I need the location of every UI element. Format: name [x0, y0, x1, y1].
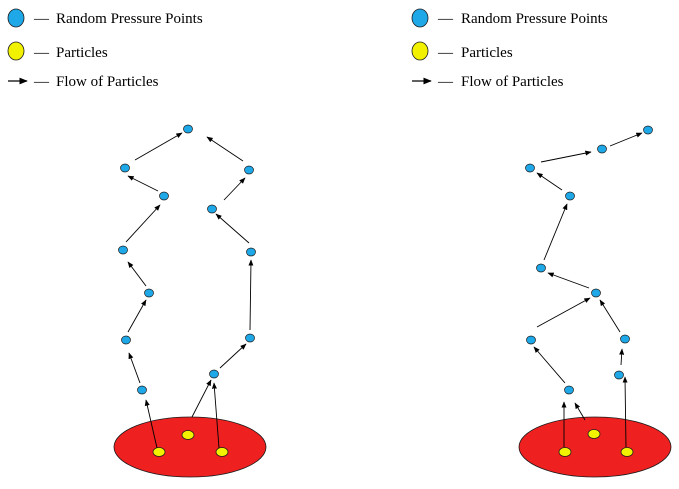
flow-arrow: [248, 259, 254, 331]
particles: [558, 429, 634, 457]
legend-label: Flow of Particles: [461, 74, 564, 90]
flow-arrow: [134, 132, 183, 161]
flow-arrow: [206, 136, 244, 162]
particle-source: [113, 416, 267, 478]
flow-arrow: [219, 343, 247, 369]
legend-dash: —: [33, 74, 50, 90]
legend-item-particles: — Particles: [7, 41, 108, 61]
pressure-point: [209, 369, 219, 379]
particle: [215, 447, 229, 457]
particle: [181, 430, 195, 440]
legend-item-flow: — Flow of Particles: [8, 74, 159, 90]
flow-arrow: [127, 175, 159, 192]
particle-source: [518, 416, 672, 478]
flow-arrow: [622, 376, 628, 448]
legend-item-pressure-points: — Random Pressure Points: [7, 8, 203, 28]
blue-circle-icon: [411, 8, 429, 28]
flow-arrow: [536, 172, 563, 191]
flow-arrow: [125, 204, 161, 243]
pressure-point: [525, 163, 535, 173]
pressure-point: [526, 335, 536, 345]
legend-label: Random Pressure Points: [56, 11, 203, 27]
flow-arrow: [128, 352, 141, 384]
pressure-points: [118, 124, 256, 395]
pressure-point: [565, 191, 575, 201]
legend-label: Random Pressure Points: [461, 11, 608, 27]
pressure-point: [118, 245, 128, 255]
legend-dash: —: [33, 11, 50, 27]
flow-arrow: [540, 150, 592, 163]
diagram-right: [518, 125, 672, 478]
flow-arrow: [191, 379, 212, 418]
flow-arrow: [599, 299, 621, 333]
pressure-point: [564, 385, 574, 395]
pressure-point: [207, 204, 217, 214]
flow-arrow: [619, 348, 625, 366]
legend-item-flow: — Flow of Particles: [412, 74, 564, 90]
yellow-circle-icon: [7, 41, 25, 61]
legend-label: Particles: [461, 45, 513, 61]
pressure-point: [620, 334, 630, 344]
flow-arrow: [609, 132, 643, 147]
blue-circle-icon: [7, 8, 25, 28]
legend-dash: —: [33, 45, 50, 61]
legend-dash: —: [437, 45, 454, 61]
legend-item-pressure-points: — Random Pressure Points: [411, 8, 608, 28]
legend-item-particles: — Particles: [411, 41, 513, 61]
legend-right: — Random Pressure Points — Particles — F…: [411, 8, 608, 90]
legend-label: Flow of Particles: [56, 74, 159, 90]
flow-arrows: [533, 132, 643, 448]
pressure-point: [591, 288, 601, 298]
pressure-point: [246, 247, 256, 257]
pressure-point: [614, 370, 624, 380]
pressure-point: [159, 191, 169, 201]
pressure-point: [144, 288, 154, 298]
pressure-point: [183, 124, 193, 134]
flow-arrow: [543, 203, 568, 261]
particle: [587, 429, 601, 439]
pressure-point: [597, 144, 607, 154]
pressure-point: [120, 163, 130, 173]
pressure-point: [536, 263, 546, 273]
flow-arrow: [127, 261, 147, 287]
flow-arrow: [144, 399, 158, 449]
flow-arrow: [127, 299, 147, 333]
particle: [152, 447, 166, 457]
legend-left: — Random Pressure Points — Particles — F…: [7, 8, 203, 90]
flow-arrow: [574, 402, 586, 421]
pressure-points: [525, 125, 653, 395]
pressure-point: [121, 335, 131, 345]
flow-arrow: [533, 346, 566, 384]
flow-arrow: [215, 213, 250, 244]
flow-arrow: [223, 177, 246, 201]
legend-dash: —: [437, 11, 454, 27]
pressure-point: [244, 165, 254, 175]
flow-arrow: [536, 297, 591, 328]
particles: [152, 430, 229, 457]
yellow-circle-icon: [411, 41, 429, 61]
particle: [620, 447, 634, 457]
flow-arrows: [125, 132, 254, 449]
pressure-point: [643, 125, 653, 135]
pressure-point: [137, 385, 147, 395]
legend-dash: —: [437, 74, 454, 90]
diagram-left: [113, 124, 267, 478]
pressure-point: [245, 333, 255, 343]
flow-arrow: [211, 382, 220, 449]
legend-label: Particles: [56, 45, 108, 61]
flow-arrow: [547, 272, 590, 289]
particle: [558, 447, 572, 457]
